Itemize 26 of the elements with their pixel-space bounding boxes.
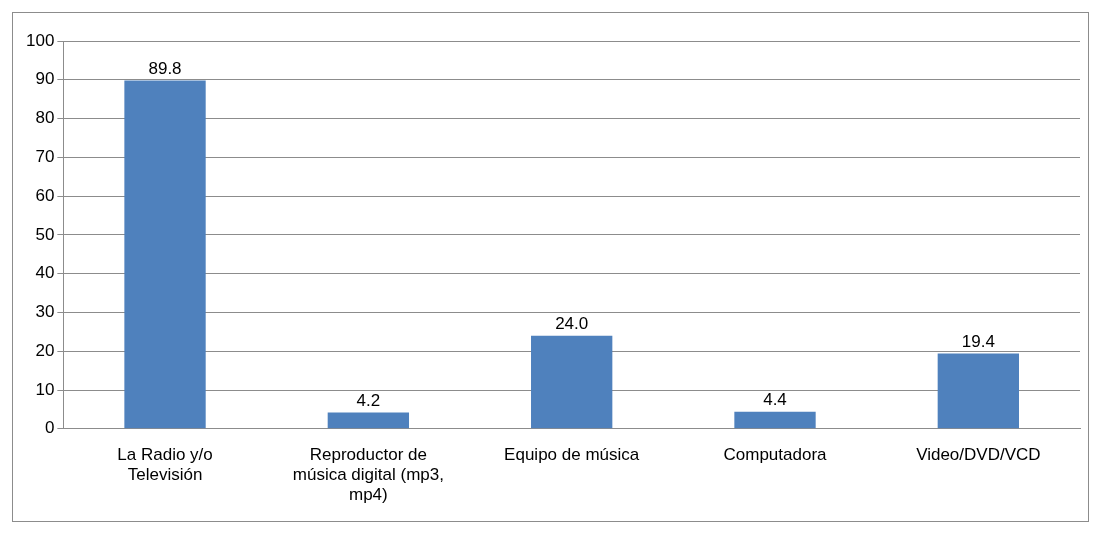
bar	[937, 353, 1019, 429]
x-tick-label: Equipo de música	[504, 444, 640, 464]
data-label: 19.4	[961, 331, 995, 351]
y-tick-label: 40	[35, 263, 55, 283]
y-tick-label: 70	[35, 147, 55, 167]
y-tick-label: 90	[35, 69, 55, 89]
data-label: 4.2	[356, 390, 381, 410]
bar	[124, 80, 206, 429]
y-tick-label: 0	[44, 418, 55, 438]
x-tick-label: Computadora	[723, 444, 828, 464]
y-tick-label: 10	[35, 379, 55, 399]
data-label: 4.4	[763, 389, 787, 409]
y-tick-label: 30	[35, 302, 55, 322]
y-tick-label: 80	[35, 108, 55, 128]
bar	[327, 412, 410, 429]
x-tick-label: La Radio y/o Televisión	[117, 444, 213, 485]
data-label: 89.8	[148, 58, 182, 78]
y-tick-label: 100	[25, 30, 55, 50]
y-tick-label: 50	[35, 224, 55, 244]
bar	[531, 335, 613, 429]
x-tick-label: Video/DVD/VCD	[916, 444, 1041, 464]
y-tick-label: 20	[35, 340, 55, 360]
data-label: 24.0	[555, 313, 589, 333]
bar	[734, 411, 816, 429]
y-tick-label: 60	[35, 185, 55, 205]
x-tick-label: Reproductor de música digital (mp3, mp4)	[292, 444, 444, 505]
